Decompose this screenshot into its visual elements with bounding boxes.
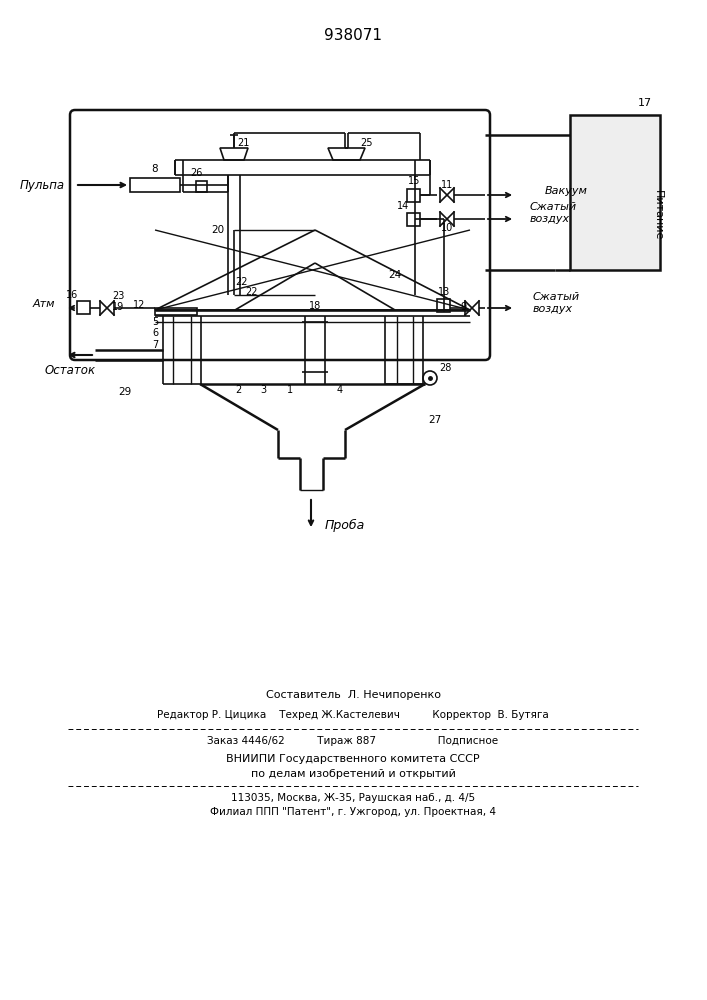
Text: 17: 17 <box>638 98 652 108</box>
Text: 23: 23 <box>112 291 124 301</box>
Text: 24: 24 <box>388 270 402 280</box>
Text: 1: 1 <box>287 385 293 395</box>
Bar <box>77 301 90 314</box>
Bar <box>130 178 180 192</box>
Text: 12: 12 <box>133 300 145 310</box>
Text: 25: 25 <box>360 138 373 148</box>
Text: по делам изобретений и открытий: по делам изобретений и открытий <box>250 769 455 779</box>
Text: Пульпа: Пульпа <box>19 178 64 192</box>
Text: 22: 22 <box>246 287 258 297</box>
Text: 21: 21 <box>237 138 250 148</box>
Text: 5: 5 <box>152 317 158 327</box>
Polygon shape <box>328 148 365 160</box>
Text: Питание: Питание <box>653 190 663 240</box>
Text: Заказ 4446/62          Тираж 887                   Подписное: Заказ 4446/62 Тираж 887 Подписное <box>207 736 498 746</box>
Text: 938071: 938071 <box>324 27 382 42</box>
Text: 26: 26 <box>189 168 202 178</box>
Text: Филиал ППП "Патент", г. Ужгород, ул. Проектная, 4: Филиал ППП "Патент", г. Ужгород, ул. Про… <box>210 807 496 817</box>
Bar <box>437 299 450 312</box>
Text: Остаток: Остаток <box>45 363 95 376</box>
Text: 7: 7 <box>152 340 158 350</box>
Bar <box>155 308 197 315</box>
Text: 27: 27 <box>428 415 442 425</box>
Text: 13: 13 <box>438 287 450 297</box>
Text: Вакуум: Вакуум <box>545 186 588 196</box>
Text: 14: 14 <box>397 201 409 211</box>
Text: 15: 15 <box>408 176 420 186</box>
Text: 11: 11 <box>441 180 453 190</box>
Text: 113035, Москва, Ж-35, Раушская наб., д. 4/5: 113035, Москва, Ж-35, Раушская наб., д. … <box>231 793 475 803</box>
Bar <box>407 189 420 202</box>
Text: 3: 3 <box>260 385 266 395</box>
Bar <box>570 115 660 270</box>
Text: Атм: Атм <box>33 299 55 309</box>
Text: 19: 19 <box>112 302 124 312</box>
Text: Проба: Проба <box>325 518 366 532</box>
Polygon shape <box>220 148 248 160</box>
Bar <box>407 213 420 226</box>
Text: 2: 2 <box>235 385 241 395</box>
Text: 20: 20 <box>211 225 225 235</box>
Circle shape <box>423 371 437 385</box>
Text: 28: 28 <box>439 363 451 373</box>
Text: 16: 16 <box>66 290 78 300</box>
Text: 6: 6 <box>152 328 158 338</box>
Text: 22: 22 <box>235 277 248 287</box>
Text: 10: 10 <box>441 223 453 233</box>
Text: ВНИИПИ Государственного комитета СССР: ВНИИПИ Государственного комитета СССР <box>226 754 480 764</box>
Text: Сжатый
воздух: Сжатый воздух <box>530 202 577 224</box>
Text: 4: 4 <box>337 385 343 395</box>
Text: 29: 29 <box>118 387 132 397</box>
Text: 18: 18 <box>309 301 321 311</box>
Text: 8: 8 <box>152 164 158 174</box>
Text: Составитель  Л. Нечипоренко: Составитель Л. Нечипоренко <box>266 690 440 700</box>
Text: Сжатый
воздух: Сжатый воздух <box>533 292 580 314</box>
Text: 9: 9 <box>460 302 466 312</box>
Bar <box>196 181 207 192</box>
Text: Редактор Р. Цицика    Техред Ж.Кастелевич          Корректор  В. Бутяга: Редактор Р. Цицика Техред Ж.Кастелевич К… <box>157 710 549 720</box>
